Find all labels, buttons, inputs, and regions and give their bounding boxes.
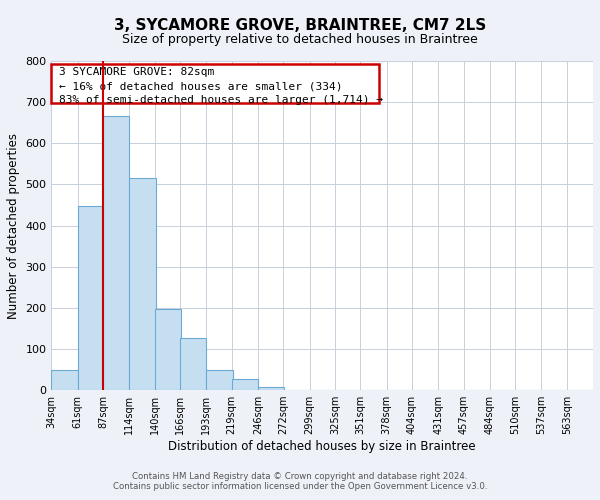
Bar <box>232 380 258 390</box>
Bar <box>52 370 78 390</box>
Y-axis label: Number of detached properties: Number of detached properties <box>7 132 20 318</box>
Bar <box>155 309 181 390</box>
Bar <box>180 338 206 390</box>
Bar <box>130 178 156 390</box>
FancyBboxPatch shape <box>52 64 379 104</box>
Bar <box>78 206 104 390</box>
Text: Contains public sector information licensed under the Open Government Licence v3: Contains public sector information licen… <box>113 482 487 491</box>
Text: Size of property relative to detached houses in Braintree: Size of property relative to detached ho… <box>122 32 478 46</box>
Text: 3, SYCAMORE GROVE, BRAINTREE, CM7 2LS: 3, SYCAMORE GROVE, BRAINTREE, CM7 2LS <box>114 18 486 32</box>
Bar <box>258 387 284 390</box>
Text: 3 SYCAMORE GROVE: 82sqm
← 16% of detached houses are smaller (334)
83% of semi-d: 3 SYCAMORE GROVE: 82sqm ← 16% of detache… <box>59 67 383 105</box>
Bar <box>103 116 130 390</box>
Bar <box>206 370 233 390</box>
X-axis label: Distribution of detached houses by size in Braintree: Distribution of detached houses by size … <box>169 440 476 453</box>
Text: Contains HM Land Registry data © Crown copyright and database right 2024.: Contains HM Land Registry data © Crown c… <box>132 472 468 481</box>
